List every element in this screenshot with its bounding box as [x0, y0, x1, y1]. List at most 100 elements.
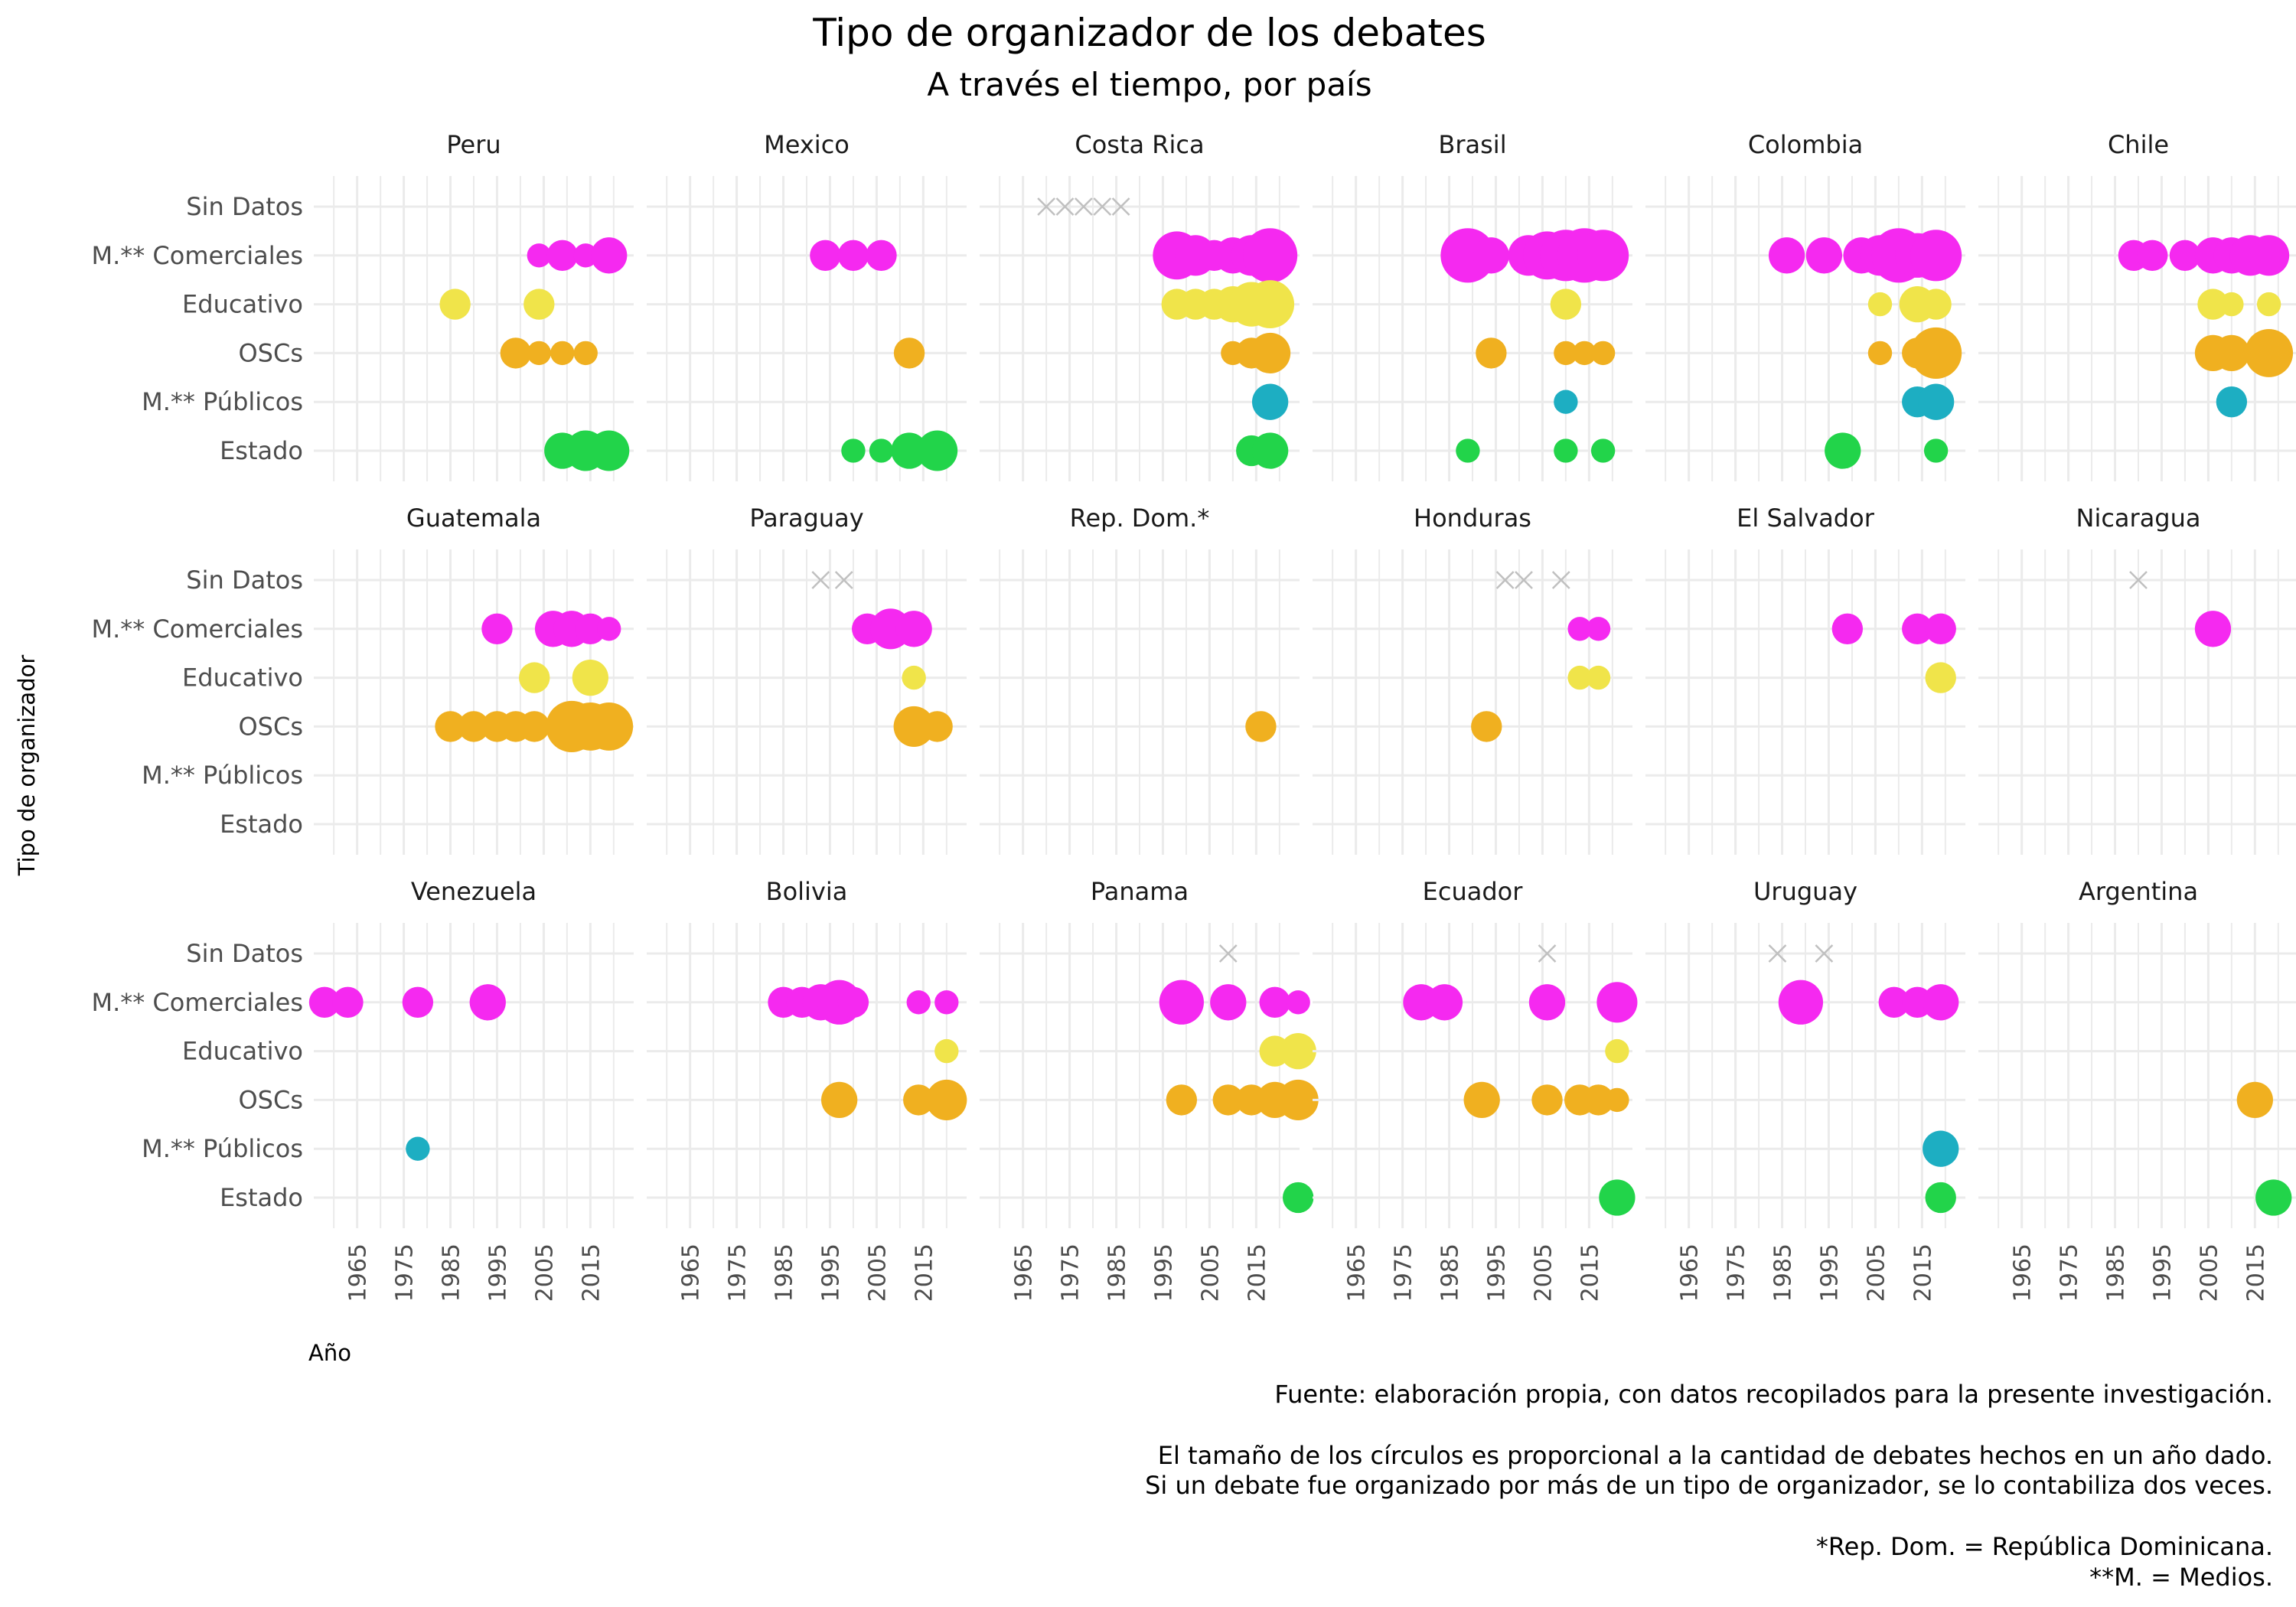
point-educativo	[523, 288, 555, 320]
point-oscs	[903, 1084, 934, 1116]
y-tick-label: M.** Públicos	[142, 1134, 303, 1163]
x-tick-label: 2015	[1577, 1244, 1603, 1302]
point-m-comerciales	[469, 984, 506, 1021]
point-m-comerciales	[1910, 230, 1962, 282]
point-m-comerciales	[1473, 237, 1510, 274]
point-educativo	[1605, 1038, 1629, 1064]
point-m-comerciales	[402, 986, 434, 1018]
point-m-comerciales	[1768, 237, 1805, 274]
point-m-comerciales	[308, 986, 341, 1018]
caption-medios: **M. = Medios.	[2089, 1563, 2273, 1592]
panel-title: El Salvador	[1737, 504, 1875, 533]
point-oscs	[1910, 327, 1962, 379]
y-tick-label: OSCs	[238, 712, 303, 741]
point-oscs	[519, 711, 550, 742]
point-oscs	[1166, 1084, 1198, 1116]
point-m-comerciales	[1923, 984, 1959, 1021]
point-educativo	[902, 665, 926, 690]
x-tick-label: 1985	[1770, 1244, 1797, 1302]
point-oscs	[1583, 1084, 1614, 1116]
point-sin-datos	[811, 571, 830, 589]
point-m-publicos	[1923, 1130, 1959, 1167]
x-tick-label: 1995	[1816, 1244, 1843, 1302]
point-estado	[1599, 1179, 1636, 1216]
point-estado	[917, 430, 958, 471]
x-tick-label: 1995	[484, 1244, 511, 1302]
point-m-comerciales	[575, 613, 606, 644]
point-educativo	[2219, 292, 2244, 317]
point-oscs	[2213, 334, 2250, 372]
point-oscs	[1531, 1084, 1563, 1116]
point-m-comerciales	[1902, 613, 1933, 644]
x-tick-label: 1965	[678, 1244, 705, 1302]
x-tick-label: 2015	[911, 1244, 938, 1302]
panel-mexico: Mexico	[647, 130, 967, 481]
point-educativo	[1567, 665, 1592, 690]
point-educativo	[2256, 292, 2281, 317]
x-axis-title: Año	[308, 1340, 351, 1366]
panel-honduras: Honduras	[1313, 504, 1632, 855]
point-sin-datos	[1055, 197, 1075, 216]
panel-title: Brasil	[1438, 130, 1506, 159]
point-m-comerciales	[837, 240, 869, 271]
point-m-publicos	[1251, 383, 1289, 420]
point-oscs	[893, 706, 934, 747]
point-m-comerciales	[934, 990, 959, 1015]
point-m-publicos	[1917, 383, 1955, 420]
point-oscs	[1463, 1081, 1500, 1119]
point-oscs	[458, 711, 490, 742]
point-m-comerciales	[2194, 611, 2232, 647]
point-oscs	[1250, 332, 1291, 373]
x-tick-label: 1995	[2149, 1244, 2176, 1302]
point-oscs	[1212, 1084, 1244, 1116]
panel-title: Ecuador	[1423, 877, 1524, 906]
point-oscs	[1554, 341, 1578, 366]
chart-title: Tipo de organizador de los debates	[812, 11, 1486, 55]
point-m-comerciales	[591, 237, 628, 274]
point-sin-datos	[1218, 944, 1238, 963]
point-educativo	[1867, 292, 1893, 317]
point-m-comerciales	[2169, 240, 2201, 271]
point-sin-datos	[1515, 571, 1533, 589]
point-estado	[1925, 1182, 1956, 1214]
y-tick-label: M.** Comerciales	[91, 988, 303, 1017]
point-m-comerciales	[481, 613, 513, 644]
panel-chile: Chile	[1978, 130, 2296, 481]
point-oscs	[2245, 328, 2294, 377]
point-oscs	[926, 1079, 967, 1120]
panel-panama: Panama 1965 1975 1985 1995 2005 2015	[980, 877, 1319, 1302]
x-tick-label: 1995	[817, 1244, 844, 1302]
panel-nicaragua: Nicaragua	[1978, 504, 2296, 855]
point-m-comerciales	[1586, 617, 1611, 641]
y-tick-label: Estado	[220, 810, 303, 839]
caption-count-note: Si un debate fue organizado por más de u…	[1145, 1471, 2273, 1500]
point-m-comerciales	[1528, 984, 1566, 1021]
panel-brasil: Brasil	[1313, 130, 1632, 481]
point-oscs	[500, 337, 532, 369]
panel-title: Costa Rica	[1075, 130, 1204, 159]
x-tick-label: 2015	[1244, 1244, 1270, 1302]
point-oscs	[1590, 341, 1616, 366]
x-tick-label: 1975	[2056, 1244, 2083, 1302]
point-estado	[589, 430, 630, 471]
point-m-comerciales	[1426, 984, 1463, 1021]
point-oscs	[435, 711, 466, 742]
x-tick-label: 2005	[1530, 1244, 1557, 1302]
point-educativo	[2197, 288, 2229, 320]
panel-colombia: Colombia	[1645, 130, 1965, 481]
point-sin-datos	[1768, 944, 1787, 963]
point-sin-datos	[1495, 571, 1515, 589]
point-oscs	[1572, 341, 1596, 366]
x-tick-label: 2005	[531, 1244, 558, 1302]
point-m-comerciales	[1925, 613, 1956, 644]
x-tick-label: 1975	[1724, 1244, 1750, 1302]
x-tick-label: 2015	[1910, 1244, 1936, 1302]
point-m-comerciales	[2137, 240, 2168, 271]
point-oscs	[821, 1081, 858, 1119]
point-sin-datos	[1111, 197, 1130, 216]
y-tick-label: OSCs	[238, 338, 303, 367]
panel-title: Chile	[2108, 130, 2169, 159]
panel-costa-rica: Costa Rica	[980, 130, 1300, 481]
x-tick-label: 1985	[1437, 1244, 1464, 1302]
panel-el-salvador: El Salvador	[1645, 504, 1965, 855]
